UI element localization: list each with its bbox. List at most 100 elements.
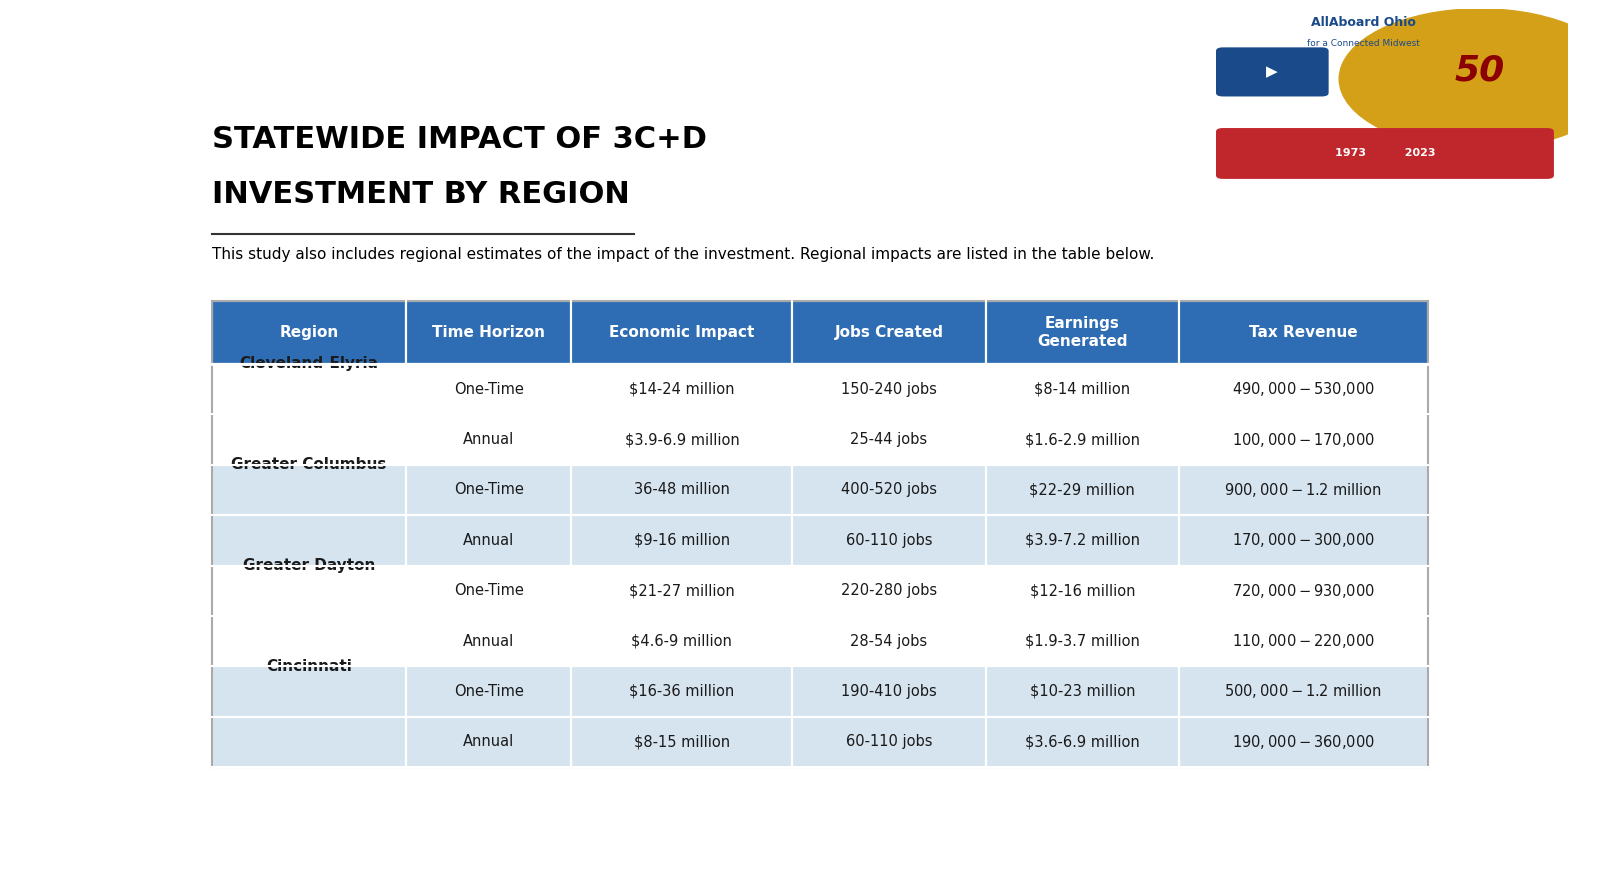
Text: 36-48 million: 36-48 million: [634, 482, 730, 497]
FancyBboxPatch shape: [792, 414, 986, 465]
Text: $12-16 million: $12-16 million: [1030, 583, 1134, 598]
FancyBboxPatch shape: [792, 667, 986, 717]
FancyBboxPatch shape: [571, 566, 792, 616]
FancyBboxPatch shape: [406, 465, 571, 515]
FancyBboxPatch shape: [986, 566, 1179, 616]
FancyBboxPatch shape: [1216, 47, 1328, 96]
FancyBboxPatch shape: [986, 515, 1179, 566]
FancyBboxPatch shape: [792, 364, 986, 414]
Text: Tax Revenue: Tax Revenue: [1250, 325, 1358, 340]
FancyBboxPatch shape: [986, 465, 1179, 515]
Text: One-Time: One-Time: [454, 583, 523, 598]
Text: $21-27 million: $21-27 million: [629, 583, 734, 598]
Text: INVESTMENT BY REGION: INVESTMENT BY REGION: [213, 180, 630, 209]
FancyBboxPatch shape: [1179, 465, 1427, 515]
FancyBboxPatch shape: [571, 616, 792, 667]
FancyBboxPatch shape: [986, 301, 1179, 364]
Text: $3.9-6.9 million: $3.9-6.9 million: [624, 432, 739, 447]
Text: 60-110 jobs: 60-110 jobs: [846, 533, 933, 548]
Text: One-Time: One-Time: [454, 684, 523, 699]
Text: Greater Dayton: Greater Dayton: [243, 558, 376, 573]
FancyBboxPatch shape: [213, 301, 406, 364]
FancyBboxPatch shape: [986, 667, 1179, 717]
FancyBboxPatch shape: [571, 414, 792, 465]
Text: $10-23 million: $10-23 million: [1030, 684, 1134, 699]
FancyBboxPatch shape: [571, 364, 792, 414]
Text: 220-280 jobs: 220-280 jobs: [842, 583, 938, 598]
FancyBboxPatch shape: [571, 301, 792, 364]
Text: Time Horizon: Time Horizon: [432, 325, 546, 340]
Text: $190,000-$360,000: $190,000-$360,000: [1232, 733, 1374, 751]
FancyBboxPatch shape: [406, 364, 571, 414]
FancyBboxPatch shape: [986, 616, 1179, 667]
FancyBboxPatch shape: [1179, 515, 1427, 566]
FancyBboxPatch shape: [1216, 128, 1554, 179]
Text: Annual: Annual: [462, 633, 514, 649]
Text: Region: Region: [280, 325, 339, 340]
Text: $8-14 million: $8-14 million: [1034, 381, 1131, 396]
FancyBboxPatch shape: [1179, 717, 1427, 767]
FancyBboxPatch shape: [571, 717, 792, 767]
Text: 50: 50: [1454, 53, 1506, 87]
FancyBboxPatch shape: [213, 364, 406, 414]
FancyBboxPatch shape: [1179, 364, 1427, 414]
Text: Cleveland-Elyria: Cleveland-Elyria: [240, 356, 379, 372]
FancyBboxPatch shape: [571, 515, 792, 566]
Text: Annual: Annual: [462, 533, 514, 548]
FancyBboxPatch shape: [213, 414, 406, 465]
FancyBboxPatch shape: [406, 515, 571, 566]
Text: for a Connected Midwest: for a Connected Midwest: [1307, 39, 1421, 48]
Text: Economic Impact: Economic Impact: [610, 325, 755, 340]
FancyBboxPatch shape: [213, 566, 406, 616]
FancyBboxPatch shape: [406, 616, 571, 667]
FancyBboxPatch shape: [1179, 301, 1427, 364]
Text: Annual: Annual: [462, 734, 514, 749]
FancyBboxPatch shape: [213, 667, 406, 717]
Text: 25-44 jobs: 25-44 jobs: [851, 432, 928, 447]
Text: Greater Columbus: Greater Columbus: [232, 457, 387, 472]
Text: 1973          2023: 1973 2023: [1334, 148, 1435, 159]
FancyBboxPatch shape: [406, 717, 571, 767]
Text: AllAboard Ohio: AllAboard Ohio: [1312, 17, 1416, 29]
FancyBboxPatch shape: [986, 414, 1179, 465]
FancyBboxPatch shape: [406, 667, 571, 717]
Text: ▶: ▶: [1267, 64, 1278, 80]
Text: One-Time: One-Time: [454, 482, 523, 497]
Text: $8-15 million: $8-15 million: [634, 734, 730, 749]
Text: $110,000-$220,000: $110,000-$220,000: [1232, 632, 1374, 650]
Text: $900,000-$1.2 million: $900,000-$1.2 million: [1224, 481, 1382, 499]
FancyBboxPatch shape: [571, 465, 792, 515]
FancyBboxPatch shape: [986, 717, 1179, 767]
FancyBboxPatch shape: [1179, 616, 1427, 667]
Text: $100,000-$170,000: $100,000-$170,000: [1232, 431, 1374, 448]
Text: Jobs Created: Jobs Created: [835, 325, 944, 340]
Text: $16-36 million: $16-36 million: [629, 684, 734, 699]
FancyBboxPatch shape: [571, 667, 792, 717]
Text: $490,000-$530,000: $490,000-$530,000: [1232, 380, 1374, 398]
Text: $4.6-9 million: $4.6-9 million: [632, 633, 733, 649]
Text: $14-24 million: $14-24 million: [629, 381, 734, 396]
Text: One-Time: One-Time: [454, 381, 523, 396]
Text: $9-16 million: $9-16 million: [634, 533, 730, 548]
FancyBboxPatch shape: [406, 566, 571, 616]
FancyBboxPatch shape: [1179, 566, 1427, 616]
Text: Cincinnati: Cincinnati: [266, 659, 352, 674]
Text: 150-240 jobs: 150-240 jobs: [842, 381, 938, 396]
Text: 28-54 jobs: 28-54 jobs: [851, 633, 928, 649]
Text: $3.6-6.9 million: $3.6-6.9 million: [1026, 734, 1139, 749]
FancyBboxPatch shape: [213, 465, 406, 515]
FancyBboxPatch shape: [792, 465, 986, 515]
FancyBboxPatch shape: [792, 616, 986, 667]
FancyBboxPatch shape: [213, 717, 406, 767]
FancyBboxPatch shape: [406, 414, 571, 465]
Text: Annual: Annual: [462, 432, 514, 447]
Text: $1.6-2.9 million: $1.6-2.9 million: [1026, 432, 1139, 447]
FancyBboxPatch shape: [792, 717, 986, 767]
FancyBboxPatch shape: [213, 515, 406, 566]
Text: This study also includes regional estimates of the impact of the investment. Reg: This study also includes regional estima…: [213, 247, 1155, 262]
Text: $500,000-$1.2 million: $500,000-$1.2 million: [1224, 682, 1382, 701]
Text: $720,000-$930,000: $720,000-$930,000: [1232, 581, 1374, 600]
FancyBboxPatch shape: [406, 301, 571, 364]
Text: $22-29 million: $22-29 million: [1029, 482, 1136, 497]
Text: $3.9-7.2 million: $3.9-7.2 million: [1026, 533, 1139, 548]
